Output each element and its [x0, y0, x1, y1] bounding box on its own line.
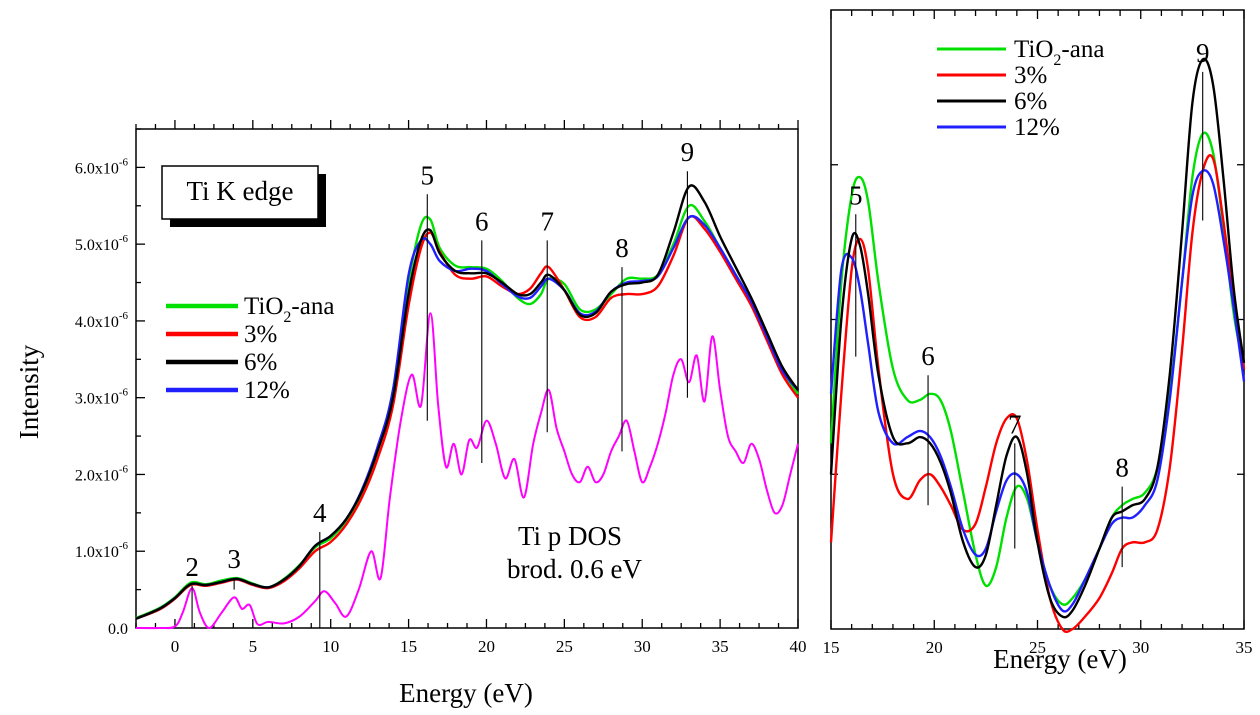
axis-ticks-right: 15 20 25 30 35: [823, 10, 1253, 657]
legend-label: 3%: [1014, 62, 1047, 89]
peak-label: 6: [475, 206, 489, 236]
legend-label: 12%: [1014, 114, 1060, 141]
x-tick-label: 35: [712, 637, 729, 656]
x-tick-label: 40: [790, 637, 807, 656]
legend-label: 6%: [1014, 88, 1047, 115]
x-tick-label: 30: [634, 637, 651, 656]
series-line-6-: [829, 57, 1246, 619]
legend-label: TiO2-ana: [244, 293, 334, 326]
y-tick-label: 0.0: [108, 621, 128, 638]
y-axis-label: Intensity: [14, 344, 44, 439]
peak-label: 4: [313, 498, 327, 528]
series-line-3-: [829, 154, 1246, 634]
y-tick-label: 2.0x10-6: [75, 463, 129, 484]
peak-label: 9: [1196, 38, 1210, 68]
y-tick-label: 4.0x10-6: [75, 310, 129, 331]
y-tick-label: 1.0x10-6: [75, 540, 129, 561]
peak-label: 8: [1115, 453, 1129, 483]
peak-label: 5: [421, 160, 435, 190]
x-tick-label: 30: [1132, 638, 1149, 657]
x-axis-label-right: Energy (eV): [993, 644, 1127, 674]
peak-label: 6: [921, 341, 935, 371]
y-tick-label: 6.0x10-6: [75, 156, 129, 177]
x-tick-label: 15: [400, 637, 417, 656]
legend-label: 3%: [244, 321, 277, 348]
peak-markers: 2 3 4 5 6 7 8 9: [185, 137, 694, 628]
y-tick-label: 3.0x10-6: [75, 387, 129, 408]
x-tick-label: 5: [249, 637, 258, 656]
peak-label: 7: [1008, 409, 1022, 439]
boxed-label-text: Ti K edge: [186, 176, 293, 206]
series-lines-right: [829, 57, 1246, 634]
x-tick-label: 20: [926, 638, 943, 657]
legend-label: 12%: [244, 377, 290, 404]
peak-label: 8: [615, 233, 629, 263]
x-tick-label: 35: [1236, 638, 1253, 657]
peak-label: 3: [227, 544, 241, 574]
legend-label: 6%: [244, 349, 277, 376]
chart-ti-k-edge: 0 5 10 15 20 25 30 35 400.01.0x10-62.0x10-63.0x1…: [14, 120, 807, 708]
x-tick-label: 0: [171, 637, 180, 656]
peak-label: 9: [681, 137, 695, 167]
boxed-label: Ti K edge: [161, 165, 326, 227]
peak-label: 2: [185, 552, 199, 582]
y-tick-label: 5.0x10-6: [75, 233, 129, 254]
peak-label: 7: [540, 206, 554, 236]
x-tick-label: 20: [478, 637, 495, 656]
x-tick-label: 15: [823, 638, 840, 657]
x-tick-label: 10: [322, 637, 339, 656]
legend-label: TiO2-ana: [1014, 36, 1104, 69]
x-tick-label: 25: [1029, 638, 1046, 657]
dos-annotation: Ti p DOS brod. 0.6 eV: [507, 521, 642, 584]
dos-annotation-line-2: brod. 0.6 eV: [507, 554, 642, 584]
series-line-6-: [135, 184, 799, 620]
peak-label: 5: [849, 180, 863, 210]
boxed-label-frame: [161, 165, 319, 220]
series-line-ti-p-dos: [135, 312, 799, 630]
axis-ticks: 0 5 10 15 20 25 30 35 400.01.0x10-62.0x10-63.0x1…: [75, 120, 807, 656]
dos-annotation-line-1: Ti p DOS: [518, 521, 622, 551]
x-tick-label: 25: [556, 637, 573, 656]
series-lines: [135, 184, 799, 630]
peak-markers-right: 5 6 7 8 9: [849, 38, 1210, 568]
x-axis-label: Energy (eV): [399, 678, 533, 708]
